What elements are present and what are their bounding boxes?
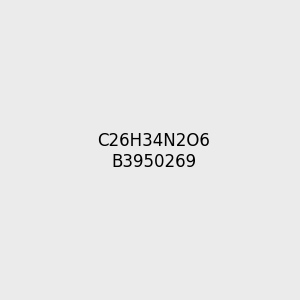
Text: C26H34N2O6
B3950269: C26H34N2O6 B3950269 (97, 132, 210, 171)
